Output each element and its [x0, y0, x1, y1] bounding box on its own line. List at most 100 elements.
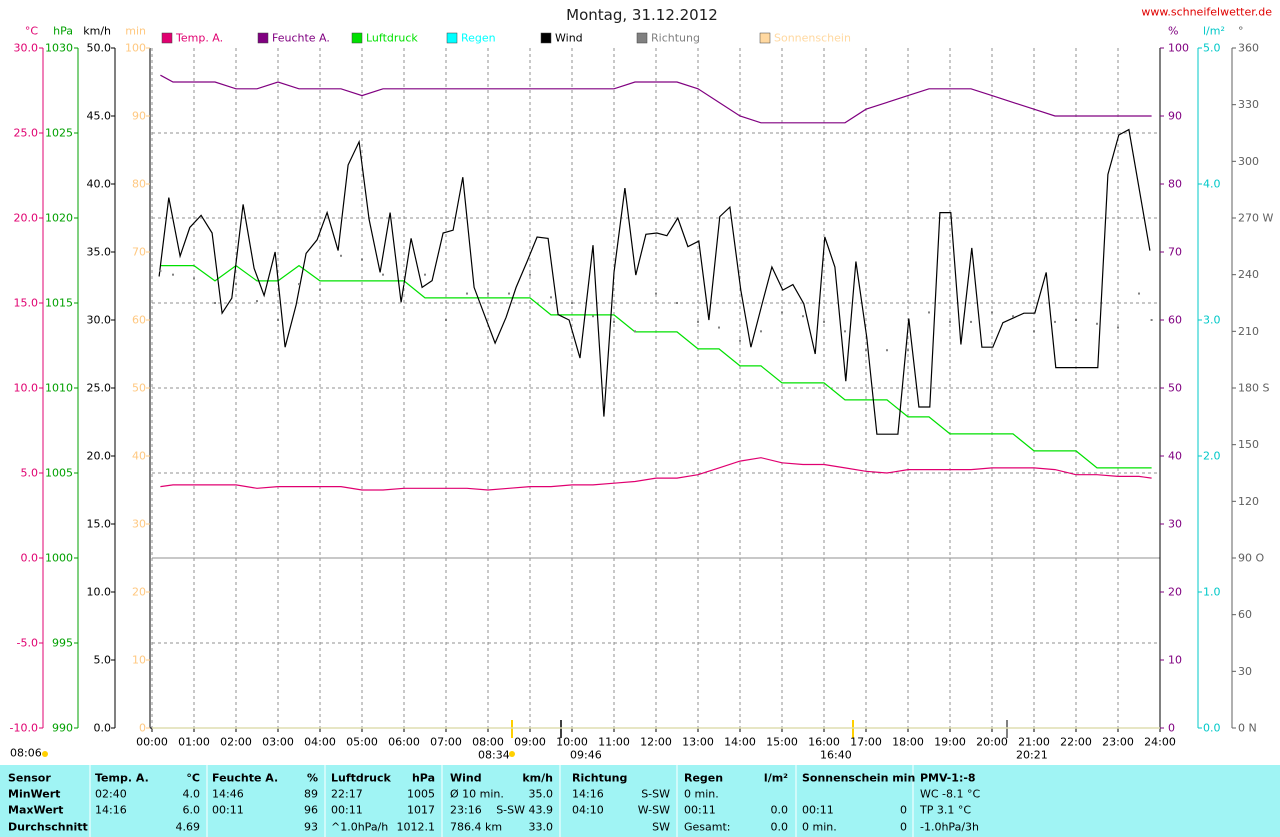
y-tick-label: 360 — [1238, 42, 1259, 55]
x-tick-label: 04:00 — [304, 736, 336, 749]
direction-dot — [1054, 320, 1056, 323]
direction-dot — [382, 273, 384, 276]
y-tick-label: 30.0 — [14, 42, 39, 55]
y-tick-label: 90 — [1168, 110, 1182, 123]
direction-dot — [277, 319, 279, 321]
cell-value: S-SW — [641, 788, 670, 801]
direction-dot — [445, 319, 447, 321]
y-tick-label: 0 N — [1238, 722, 1257, 735]
y-tick-label: 3.0 — [1203, 314, 1221, 327]
y-tick-label: 150 — [1238, 438, 1259, 451]
direction-dot — [1075, 319, 1077, 321]
cell-value: W-SW — [638, 804, 670, 817]
cell-value: 0.0 — [771, 821, 789, 834]
axis-unit: ° — [1238, 25, 1244, 38]
cell-value: 0 — [900, 821, 907, 834]
legend-label: Feuchte A. — [272, 32, 330, 45]
x-tick-label: 08:00 — [472, 736, 504, 749]
direction-dot — [823, 320, 825, 323]
cell-text: 22:17 — [331, 788, 363, 801]
cell-text: 00:11 — [684, 804, 716, 817]
cell-text: 0 min. — [684, 788, 719, 801]
direction-dot — [655, 292, 657, 295]
cell-text: 00:11 — [331, 804, 363, 817]
direction-dot — [1096, 322, 1098, 325]
x-tick-label: 11:00 — [598, 736, 630, 749]
y-tick-label: 25.0 — [14, 127, 39, 140]
direction-dot — [739, 339, 741, 342]
y-tick-label: 60 — [1238, 608, 1252, 621]
y-tick-label: 60 — [132, 314, 146, 327]
cell-value: SW — [652, 821, 670, 834]
cell-text: 00:11 — [212, 804, 244, 817]
cell-text: 23:16 — [450, 804, 482, 817]
y-tick-label: 30 — [1238, 665, 1252, 678]
y-tick-label: 90 O — [1238, 552, 1264, 565]
cell-value: 1017 — [407, 804, 435, 817]
direction-dot — [256, 300, 258, 303]
direction-dot — [1138, 292, 1140, 295]
direction-dot — [466, 292, 468, 295]
cell-value: 0.0 — [771, 804, 789, 817]
direction-dot — [319, 288, 321, 291]
cell-text: 14:16 — [95, 804, 127, 817]
y-tick-label: 70 — [132, 246, 146, 259]
y-tick-label: 10.0 — [14, 382, 39, 395]
direction-dot — [403, 283, 405, 286]
legend-swatch — [636, 32, 648, 44]
y-tick-label: 50 — [132, 382, 146, 395]
y-tick-label: 70 — [1168, 246, 1182, 259]
cell-text: 04:10 — [572, 804, 604, 817]
x-tick-label: 19:00 — [934, 736, 966, 749]
x-tick-label: 20:00 — [976, 736, 1008, 749]
x-tick-label: 23:00 — [1102, 736, 1134, 749]
legend-swatch — [161, 32, 173, 44]
legend-swatch — [351, 32, 363, 44]
axis-unit: min — [125, 25, 146, 38]
y-tick-label: 10.0 — [87, 586, 112, 599]
direction-dot — [1012, 315, 1014, 318]
series-line — [160, 264, 1152, 469]
y-tick-label: 5.0 — [94, 654, 112, 667]
y-tick-label: 120 — [1238, 495, 1259, 508]
y-tick-label: 4.0 — [1203, 178, 1221, 191]
direction-dot — [571, 302, 573, 304]
y-tick-label: 30 — [1168, 518, 1182, 531]
x-tick-label: 02:00 — [220, 736, 252, 749]
y-tick-label: 30.0 — [87, 314, 112, 327]
cell-text: Gesamt: — [684, 821, 731, 834]
x-tick-label: 22:00 — [1060, 736, 1092, 749]
direction-dot — [886, 349, 888, 352]
time-annotation: 09:46 — [570, 749, 602, 762]
y-tick-label: 1010 — [45, 382, 73, 395]
time-annotation: 16:40 — [820, 749, 852, 762]
x-tick-label: 01:00 — [178, 736, 210, 749]
direction-dot — [159, 269, 162, 272]
direction-dot — [634, 330, 636, 333]
cell-value: 6.0 — [183, 804, 201, 817]
legend-label: Luftdruck — [366, 32, 418, 45]
x-tick-label: 12:00 — [640, 736, 672, 749]
cell-value: 35.0 — [529, 788, 554, 801]
legend-swatch — [446, 32, 458, 44]
series-line — [160, 74, 1152, 124]
y-tick-label: 50 — [1168, 382, 1182, 395]
cell-text: -1.0hPa/3h — [920, 821, 979, 834]
column-title: Luftdruck — [331, 772, 392, 785]
x-tick-label: 14:00 — [724, 736, 756, 749]
y-tick-label: 180 S — [1238, 382, 1269, 395]
y-tick-label: 30 — [132, 518, 146, 531]
direction-dot — [760, 330, 762, 333]
y-tick-label: 990 — [52, 722, 73, 735]
column-unit: °C — [186, 772, 200, 785]
y-tick-label: 40 — [132, 450, 146, 463]
legend-label: Regen — [461, 32, 496, 45]
direction-dot — [1150, 319, 1153, 321]
column-title: Sonnenschein min — [802, 772, 915, 785]
y-tick-label: 20 — [132, 586, 146, 599]
time-annotation: 08:34 — [478, 749, 510, 762]
y-tick-label: 100 — [1168, 42, 1189, 55]
column-unit: km/h — [522, 772, 553, 785]
legend-label: Temp. A. — [175, 32, 223, 45]
